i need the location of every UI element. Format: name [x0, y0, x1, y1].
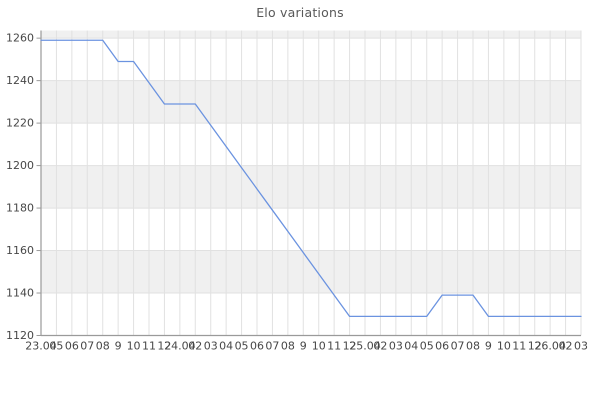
- y-tick-label: 1120: [6, 329, 34, 342]
- x-tick-label: 11: [142, 340, 156, 353]
- x-tick-label: 08: [96, 340, 110, 353]
- y-tick-label: 1200: [6, 159, 34, 172]
- x-tick-label: 23.04: [25, 340, 57, 353]
- x-tick-label: 26.04: [534, 340, 566, 353]
- x-tick-label: 10: [497, 340, 511, 353]
- x-tick-label: 12: [343, 340, 357, 353]
- y-tick-label: 1240: [6, 74, 34, 87]
- x-tick-label: 06: [65, 340, 79, 353]
- y-tick-label: 1140: [6, 287, 34, 300]
- x-tick-label: 10: [127, 340, 141, 353]
- x-tick-label: 25.04: [349, 340, 381, 353]
- x-tick-label: 07: [451, 340, 465, 353]
- grid-band: [41, 250, 581, 294]
- x-tick-label: 05: [420, 340, 434, 353]
- x-tick-label: 05: [235, 340, 249, 353]
- x-tick-label: 08: [281, 340, 295, 353]
- x-tick-label: 06: [435, 340, 449, 353]
- x-tick-label: 06: [250, 340, 264, 353]
- x-tick-label: 08: [466, 340, 480, 353]
- y-tick-label: 1160: [6, 244, 34, 257]
- y-tick-label: 1260: [6, 32, 34, 45]
- x-tick-label: 03: [204, 340, 218, 353]
- x-tick-label: 02: [188, 340, 202, 353]
- elo-series-line: [40, 39, 582, 318]
- grid-band: [41, 165, 581, 209]
- grid-band: [41, 30, 581, 39]
- x-tick-label: 9: [485, 340, 492, 353]
- x-tick-label: 24.04: [164, 340, 196, 353]
- x-tick-label: 9: [300, 340, 307, 353]
- x-tick-label: 05: [49, 340, 63, 353]
- x-tick-label: 07: [265, 340, 279, 353]
- grid-band: [41, 80, 581, 124]
- x-tick-label: 12: [528, 340, 542, 353]
- y-tick-label: 1180: [6, 202, 34, 215]
- chart-title: Elo variations: [256, 5, 344, 20]
- x-tick-label: 02: [373, 340, 387, 353]
- x-tick-label: 03: [389, 340, 403, 353]
- y-tick-label: 1220: [6, 117, 34, 130]
- x-tick-label: 10: [312, 340, 326, 353]
- x-tick-label: 11: [327, 340, 341, 353]
- x-tick-label: 02: [559, 340, 573, 353]
- x-tick-label: 11: [512, 340, 526, 353]
- x-tick-label: 04: [404, 340, 418, 353]
- x-tick-label: 12: [157, 340, 171, 353]
- x-tick-label: 03: [574, 340, 588, 353]
- x-tick-label: 07: [80, 340, 94, 353]
- x-tick-label: 9: [115, 340, 122, 353]
- x-tick-label: 04: [219, 340, 233, 353]
